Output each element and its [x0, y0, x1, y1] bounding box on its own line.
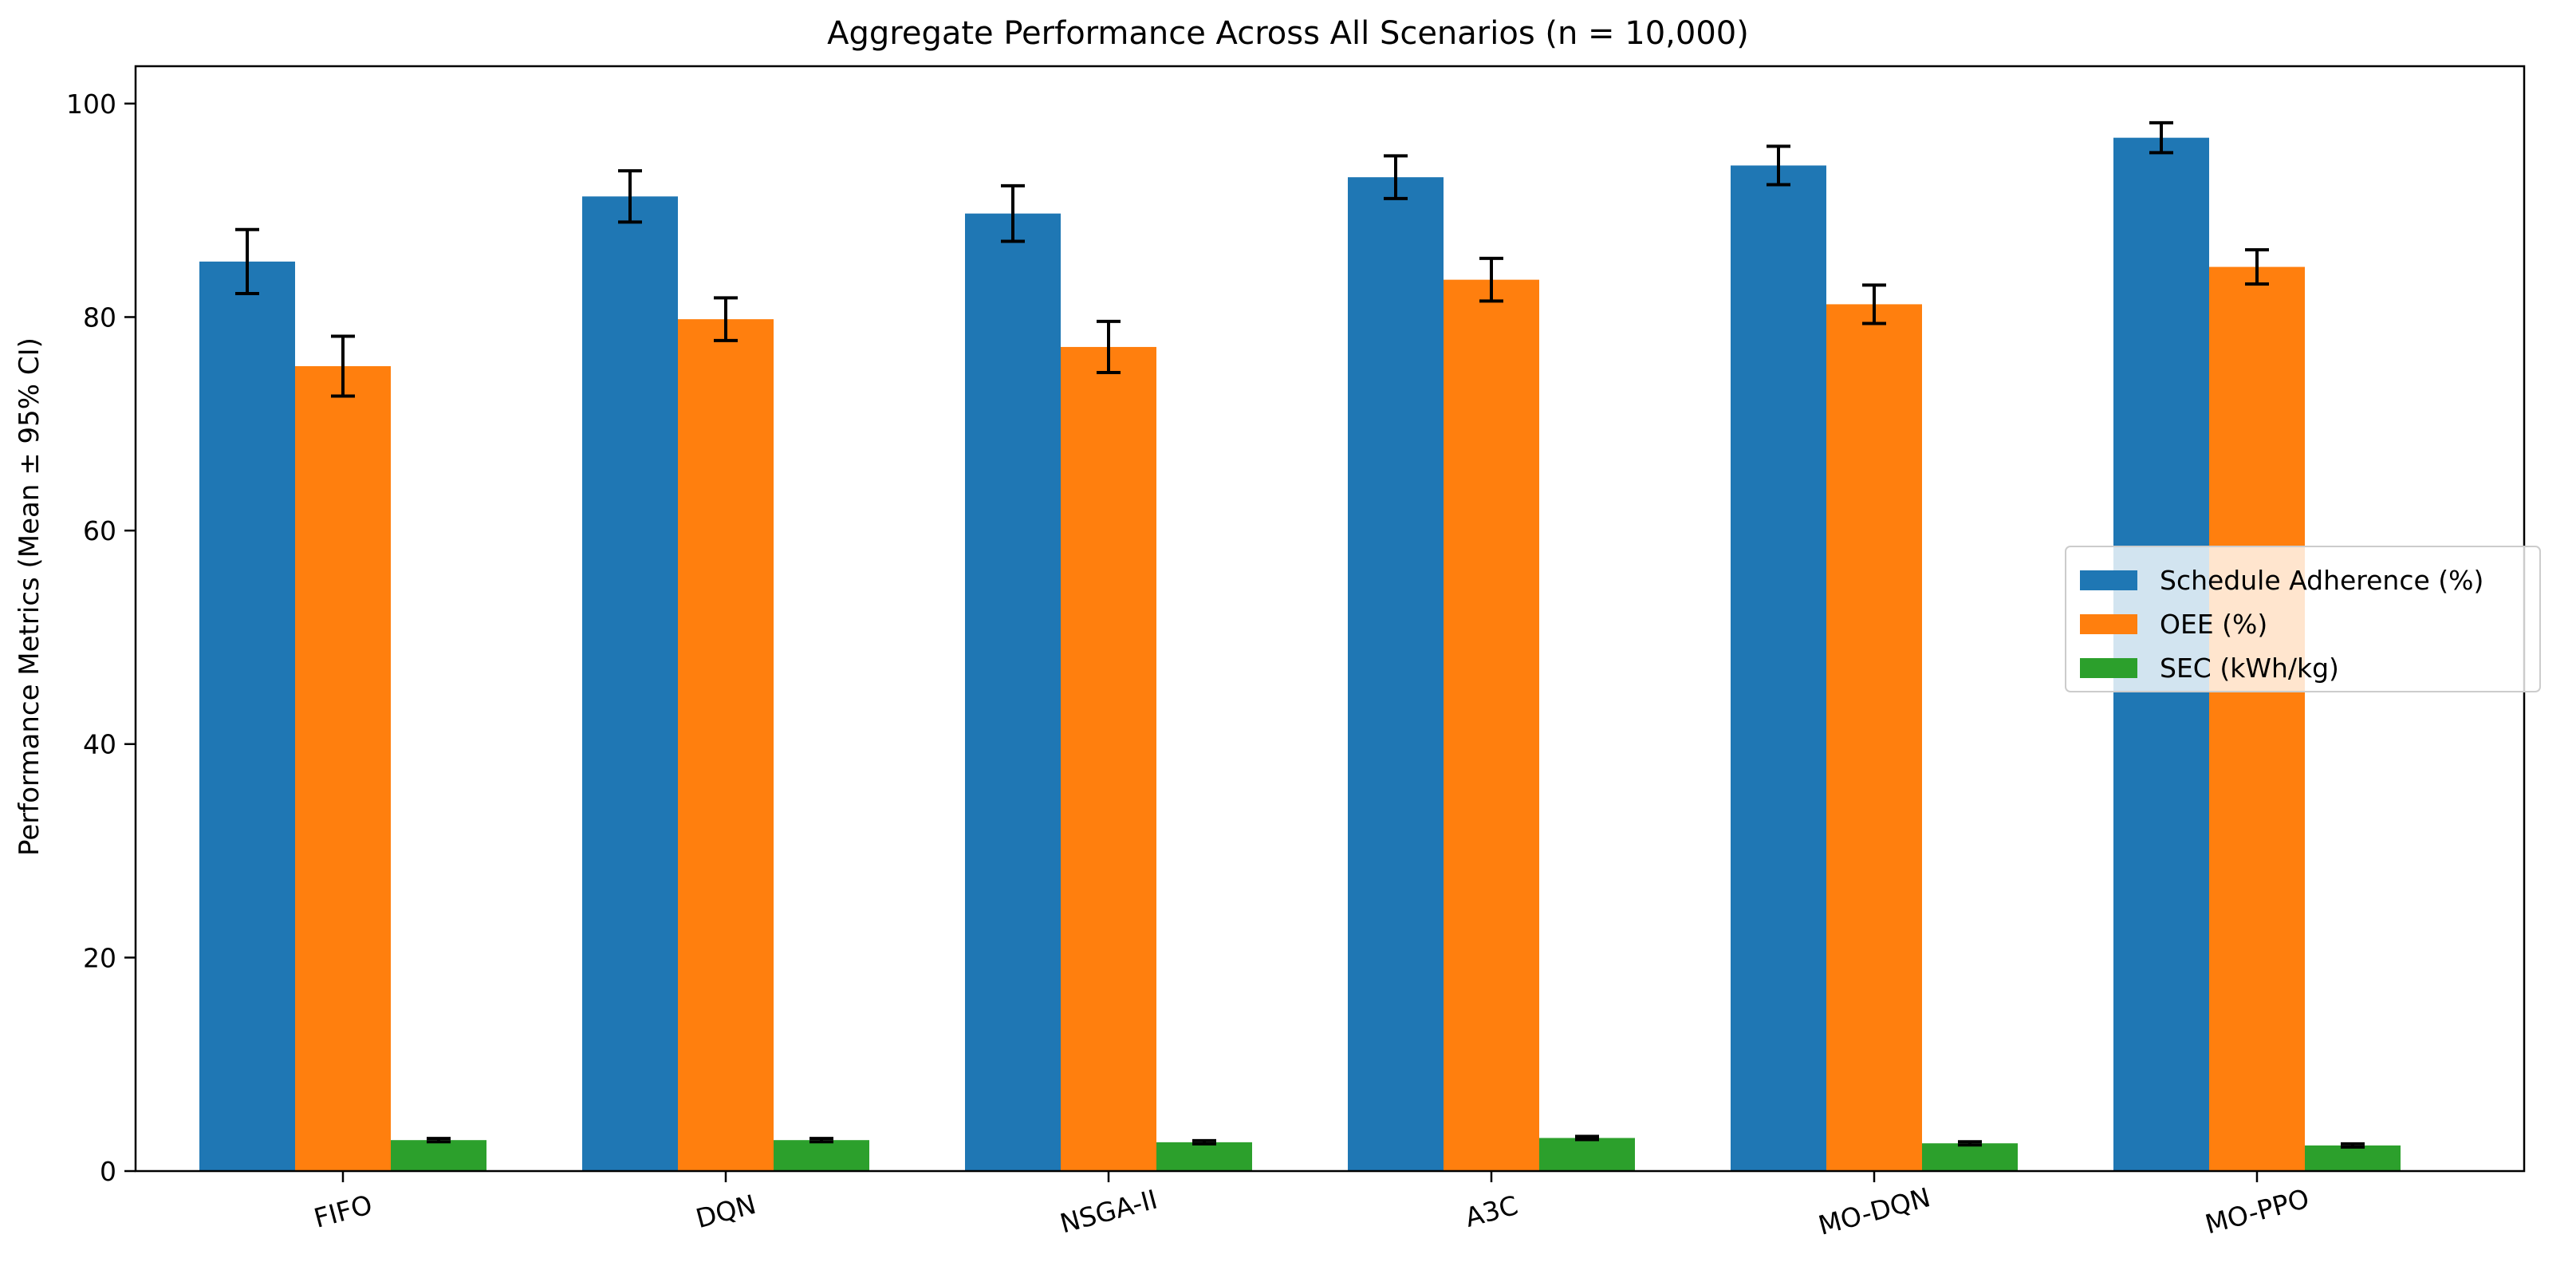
legend-label-series-0: Schedule Adherence (%) [2160, 565, 2483, 596]
legend: Schedule Adherence (%) OEE (%) SEC (kWh/kg… [2065, 546, 2541, 692]
y-tick-label: 100 [66, 89, 116, 120]
bar-mo-ppo-series-2 [2305, 1145, 2401, 1171]
bar-dqn-series-1 [678, 319, 774, 1172]
legend-label-series-1: OEE (%) [2160, 609, 2267, 640]
x-tick-label-fifo: FIFO [311, 1189, 376, 1234]
bar-dqn-series-0 [582, 196, 678, 1171]
legend-swatch-series-0 [2080, 570, 2137, 590]
plot-area: 0 20 40 60 80 100 FIFO DQN NSGA-II A3C MO-DQN MO-PP… [66, 65, 2526, 1241]
chart-title: Aggregate Performance Across All Scenari… [827, 15, 1749, 52]
y-tick-label: 20 [83, 942, 116, 973]
legend-box [2065, 546, 2541, 692]
y-axis-label: Performance Metrics (Mean ± 95% CI) [14, 337, 45, 856]
bar-nsga-ii-series-1 [1061, 346, 1156, 1171]
bar-a3c-series-1 [1444, 279, 1539, 1172]
bar-mo-dqn-series-2 [1922, 1143, 2018, 1171]
legend-swatch-series-1 [2080, 614, 2137, 634]
x-tick-label-mo-dqn: MO-DQN [1815, 1181, 1934, 1241]
bar-fifo-series-2 [391, 1140, 486, 1171]
bar-fifo-series-0 [199, 261, 295, 1172]
x-tick-label-mo-ppo: MO-PPO [2202, 1182, 2313, 1240]
legend-label-series-2: SEC (kWh/kg) [2160, 653, 2339, 684]
y-tick-label: 0 [100, 1156, 116, 1187]
bar-mo-ppo-series-1 [2209, 266, 2305, 1171]
bar-dqn-series-2 [774, 1140, 869, 1171]
y-tick-label: 60 [83, 515, 116, 546]
bar-a3c-series-0 [1348, 177, 1444, 1172]
x-tick-label-nsga-ii: NSGA-II [1057, 1184, 1160, 1240]
bar-a3c-series-2 [1539, 1138, 1635, 1171]
bar-fifo-series-1 [295, 366, 391, 1171]
y-tick-label: 80 [83, 302, 116, 333]
bar-mo-dqn-series-1 [1826, 304, 1922, 1171]
x-tick-label-dqn: DQN [692, 1189, 759, 1234]
bar-nsga-ii-series-2 [1156, 1142, 1252, 1171]
legend-swatch-series-2 [2080, 658, 2137, 678]
x-tick-label-a3c: A3C [1462, 1189, 1521, 1233]
y-tick-label: 40 [83, 729, 116, 760]
bar-nsga-ii-series-0 [965, 213, 1061, 1172]
bar-mo-dqn-series-0 [1731, 165, 1826, 1172]
